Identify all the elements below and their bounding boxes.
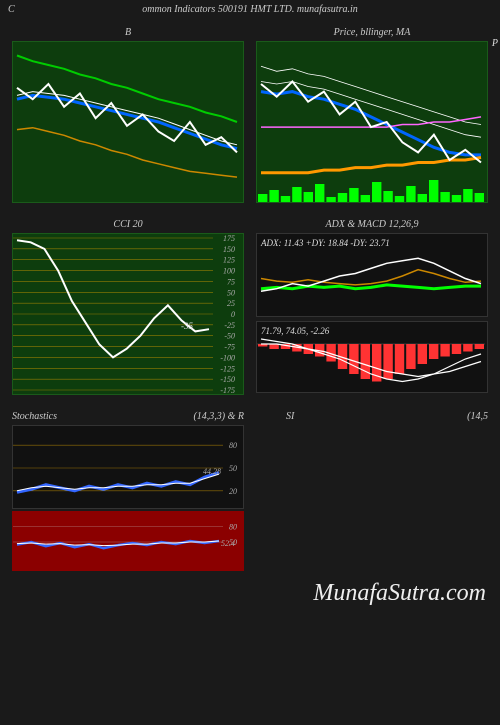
- svg-text:80: 80: [229, 441, 237, 450]
- price-ma-title: Price, bllinger, MA: [256, 23, 488, 41]
- adx-chart: ADX: 11.43 +DY: 18.84 -DY: 23.71: [256, 233, 488, 317]
- header-left: C: [8, 4, 15, 15]
- svg-text:-125: -125: [220, 364, 235, 373]
- header-right: P: [492, 38, 498, 49]
- stoch-title-right: (14,3,3) & R: [193, 411, 244, 422]
- stoch-title: Stochastics (14,3,3) & R: [12, 407, 244, 425]
- bollinger-title: B: [12, 23, 244, 41]
- cci-panel: CCI 20 -175-150-125-100-75-50-2502550751…: [12, 215, 244, 395]
- price-ma-panel: Price, bllinger, MA: [256, 23, 488, 203]
- svg-text:ADX: 11.43 +DY: 18.84 -DY: 23: ADX: 11.43 +DY: 18.84 -DY: 23.71: [260, 238, 390, 248]
- page-header: C ommon Indicators 500191 HMT LTD. munaf…: [0, 0, 500, 19]
- svg-text:-25: -25: [224, 321, 235, 330]
- svg-text:25: 25: [227, 299, 235, 308]
- svg-text:175: 175: [223, 234, 235, 243]
- macd-chart: 71.79, 74.05, -2.26: [256, 321, 488, 393]
- si-panel: SI (14,5: [256, 407, 488, 571]
- watermark: MunafaSutra.com: [313, 580, 486, 607]
- svg-text:20: 20: [229, 487, 237, 496]
- svg-text:0: 0: [231, 310, 235, 319]
- svg-text:50: 50: [227, 288, 235, 297]
- svg-text:75: 75: [227, 277, 235, 286]
- cci-title: CCI 20: [12, 215, 244, 233]
- svg-text:80: 80: [229, 522, 237, 531]
- svg-text:44.28: 44.28: [203, 467, 221, 476]
- svg-text:-175: -175: [220, 386, 235, 394]
- chart-grid: B Price, bllinger, MA CCI 20 -175 -150 -12…: [0, 19, 500, 575]
- stoch-red-chart: 508052.4: [12, 511, 244, 571]
- svg-text:50: 50: [229, 464, 237, 473]
- bollinger-chart: [12, 41, 244, 203]
- stoch-dark-chart: 20 50 80 44.28: [12, 425, 244, 509]
- bollinger-panel: B: [12, 23, 244, 203]
- svg-text:100: 100: [223, 267, 235, 276]
- adx-macd-panel: ADX & MACD 12,26,9 ADX: 11.43 +DY: 18.84…: [256, 215, 488, 395]
- svg-text:-100: -100: [220, 353, 235, 362]
- stoch-panel: Stochastics (14,3,3) & R 20 50 80 44.28 50 8…: [12, 407, 244, 571]
- stoch-title-left: Stochastics: [12, 411, 57, 422]
- svg-text:150: 150: [223, 245, 235, 254]
- header-center: ommon Indicators 500191 HMT LTD. munafas…: [142, 4, 357, 15]
- svg-text:-50: -50: [224, 332, 235, 341]
- price-ma-chart: [256, 41, 488, 203]
- svg-text:71.79, 74.05, -2.26: 71.79, 74.05, -2.26: [261, 326, 330, 336]
- si-title-left: SI: [286, 411, 294, 422]
- svg-text:-35: -35: [181, 321, 193, 331]
- svg-text:52.4: 52.4: [221, 539, 235, 548]
- cci-chart: -175 -150 -125 -100-75 -50 -25 0 25 50 75100 125 15…: [12, 233, 244, 395]
- svg-text:125: 125: [223, 256, 235, 265]
- svg-text:-150: -150: [220, 375, 235, 384]
- si-title-right: (14,5: [467, 411, 488, 422]
- adx-macd-title: ADX & MACD 12,26,9: [256, 215, 488, 233]
- svg-text:-75: -75: [224, 343, 235, 352]
- si-title: SI (14,5: [256, 407, 488, 425]
